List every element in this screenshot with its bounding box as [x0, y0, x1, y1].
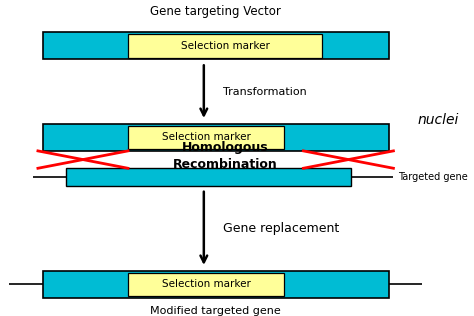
Text: Modified targeted gene: Modified targeted gene [150, 306, 281, 316]
Text: nuclei: nuclei [417, 113, 458, 127]
Bar [128, 34, 322, 58]
Text: Selection marker: Selection marker [162, 279, 251, 289]
Bar [128, 125, 284, 149]
Bar [43, 271, 389, 298]
Text: Gene targeting Vector: Gene targeting Vector [150, 5, 281, 18]
Text: Gene replacement: Gene replacement [223, 222, 339, 235]
Text: Targeted gene: Targeted gene [398, 172, 468, 182]
Bar [128, 272, 284, 296]
Text: Transformation: Transformation [223, 87, 307, 97]
Bar [43, 124, 389, 151]
Text: Homologous
Recombination: Homologous Recombination [173, 142, 277, 171]
Text: Selection marker: Selection marker [162, 132, 251, 143]
Text: Selection marker: Selection marker [181, 41, 270, 51]
Bar [43, 32, 389, 59]
Bar [66, 168, 351, 186]
